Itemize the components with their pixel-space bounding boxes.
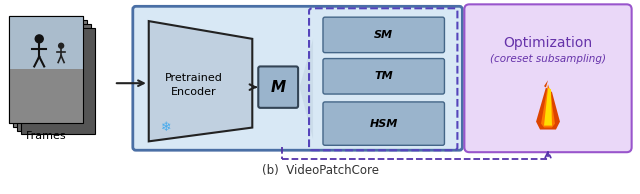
Polygon shape: [297, 39, 313, 139]
Polygon shape: [10, 16, 83, 69]
Polygon shape: [10, 16, 83, 123]
Polygon shape: [17, 24, 91, 131]
FancyBboxPatch shape: [259, 66, 298, 108]
Text: (b)  VideoPatchCore: (b) VideoPatchCore: [262, 164, 378, 177]
Text: TM: TM: [374, 71, 393, 81]
Polygon shape: [10, 69, 83, 123]
Text: ❄: ❄: [161, 121, 171, 134]
Text: Optimization: Optimization: [504, 36, 593, 50]
Polygon shape: [21, 28, 95, 134]
Circle shape: [35, 35, 44, 43]
Text: Encoder: Encoder: [171, 87, 216, 97]
Text: HSM: HSM: [369, 119, 398, 129]
Circle shape: [59, 43, 63, 48]
FancyBboxPatch shape: [323, 59, 444, 94]
FancyBboxPatch shape: [465, 4, 632, 152]
Polygon shape: [13, 20, 87, 126]
Text: Frames: Frames: [26, 132, 67, 141]
FancyBboxPatch shape: [323, 17, 444, 53]
Polygon shape: [541, 84, 555, 128]
Text: M: M: [271, 80, 285, 95]
Polygon shape: [544, 88, 552, 126]
FancyBboxPatch shape: [133, 6, 462, 150]
Polygon shape: [148, 21, 252, 141]
FancyBboxPatch shape: [323, 102, 444, 145]
Text: (coreset subsampling): (coreset subsampling): [490, 54, 606, 64]
Text: Pretrained: Pretrained: [164, 73, 223, 83]
Text: SM: SM: [374, 30, 394, 40]
Polygon shape: [536, 80, 560, 130]
